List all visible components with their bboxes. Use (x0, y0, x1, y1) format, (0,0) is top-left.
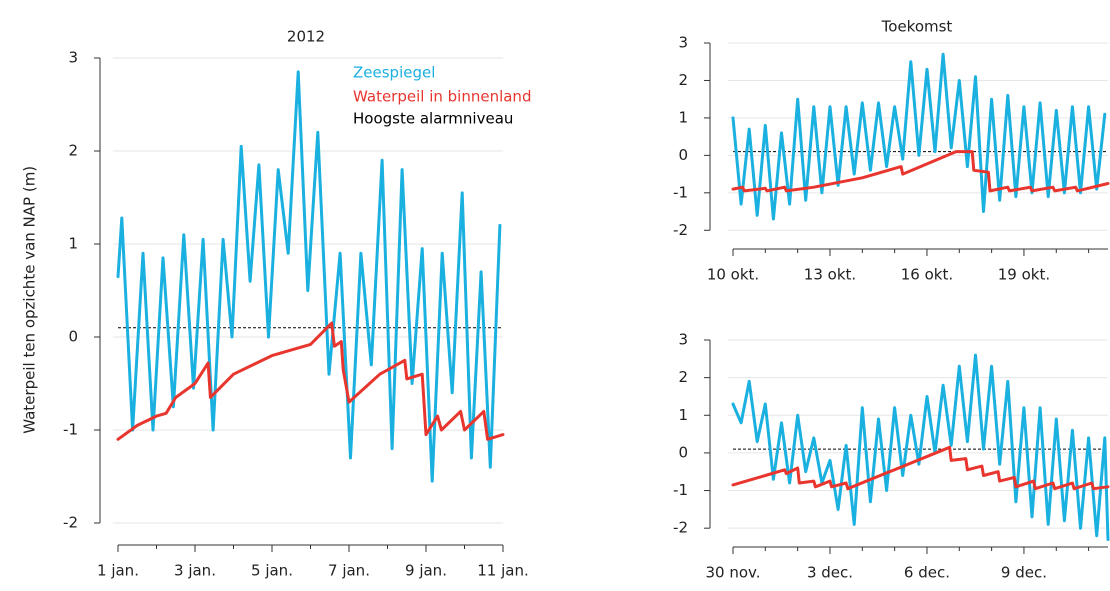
y-tick-label: 1 (678, 108, 688, 126)
series-line (731, 353, 1110, 541)
y-tick-label: -2 (673, 221, 688, 239)
series-line (731, 445, 1110, 491)
x-tick-label: 1 jan. (97, 562, 139, 580)
y-tick-label: 2 (678, 71, 688, 89)
y-tick-label: 0 (678, 443, 688, 461)
y-tick-label: -1 (673, 183, 688, 201)
chart-title: Toekomst (881, 18, 953, 36)
chart-title: 2012 (287, 28, 325, 46)
y-tick-label: 1 (678, 406, 688, 424)
x-tick-label: 30 nov. (705, 564, 760, 582)
y-tick-label: 1 (68, 235, 78, 253)
legend-label: Waterpeil in binnenland (353, 88, 531, 106)
x-tick-label: 19 okt. (998, 266, 1050, 284)
x-tick-label: 13 okt. (804, 266, 856, 284)
x-tick-label: 3 jan. (174, 562, 216, 580)
y-tick-label: 2 (678, 368, 688, 386)
series-line (731, 150, 1110, 193)
y-tick-label: 3 (68, 49, 78, 67)
y-tick-label: 3 (678, 331, 688, 349)
y-tick-label: 2 (68, 142, 78, 160)
x-tick-label: 11 jan. (477, 562, 529, 580)
y-tick-label: 0 (68, 328, 78, 346)
x-tick-label: 3 dec. (807, 564, 853, 582)
x-tick-label: 7 jan. (328, 562, 370, 580)
y-tick-label: -2 (673, 519, 688, 537)
x-tick-label: 10 okt. (707, 266, 759, 284)
y-axis-label: Waterpeil ten opzichte van NAP (m) (21, 166, 39, 434)
x-tick-label: 5 jan. (251, 562, 293, 580)
y-tick-label: 3 (678, 34, 688, 52)
y-tick-label: -1 (63, 421, 78, 439)
x-tick-label: 9 jan. (405, 562, 447, 580)
x-tick-label: 16 okt. (901, 266, 953, 284)
series-line (731, 52, 1107, 221)
y-tick-label: -2 (63, 514, 78, 532)
series-line (116, 70, 502, 483)
y-tick-label: 0 (678, 146, 688, 164)
x-tick-label: 6 dec. (904, 564, 950, 582)
legend-label: Hoogste alarmniveau (353, 110, 513, 128)
series-line (116, 321, 505, 441)
x-tick-label: 9 dec. (1001, 564, 1047, 582)
y-tick-label: -1 (673, 481, 688, 499)
legend-label: Zeespiegel (353, 64, 435, 82)
